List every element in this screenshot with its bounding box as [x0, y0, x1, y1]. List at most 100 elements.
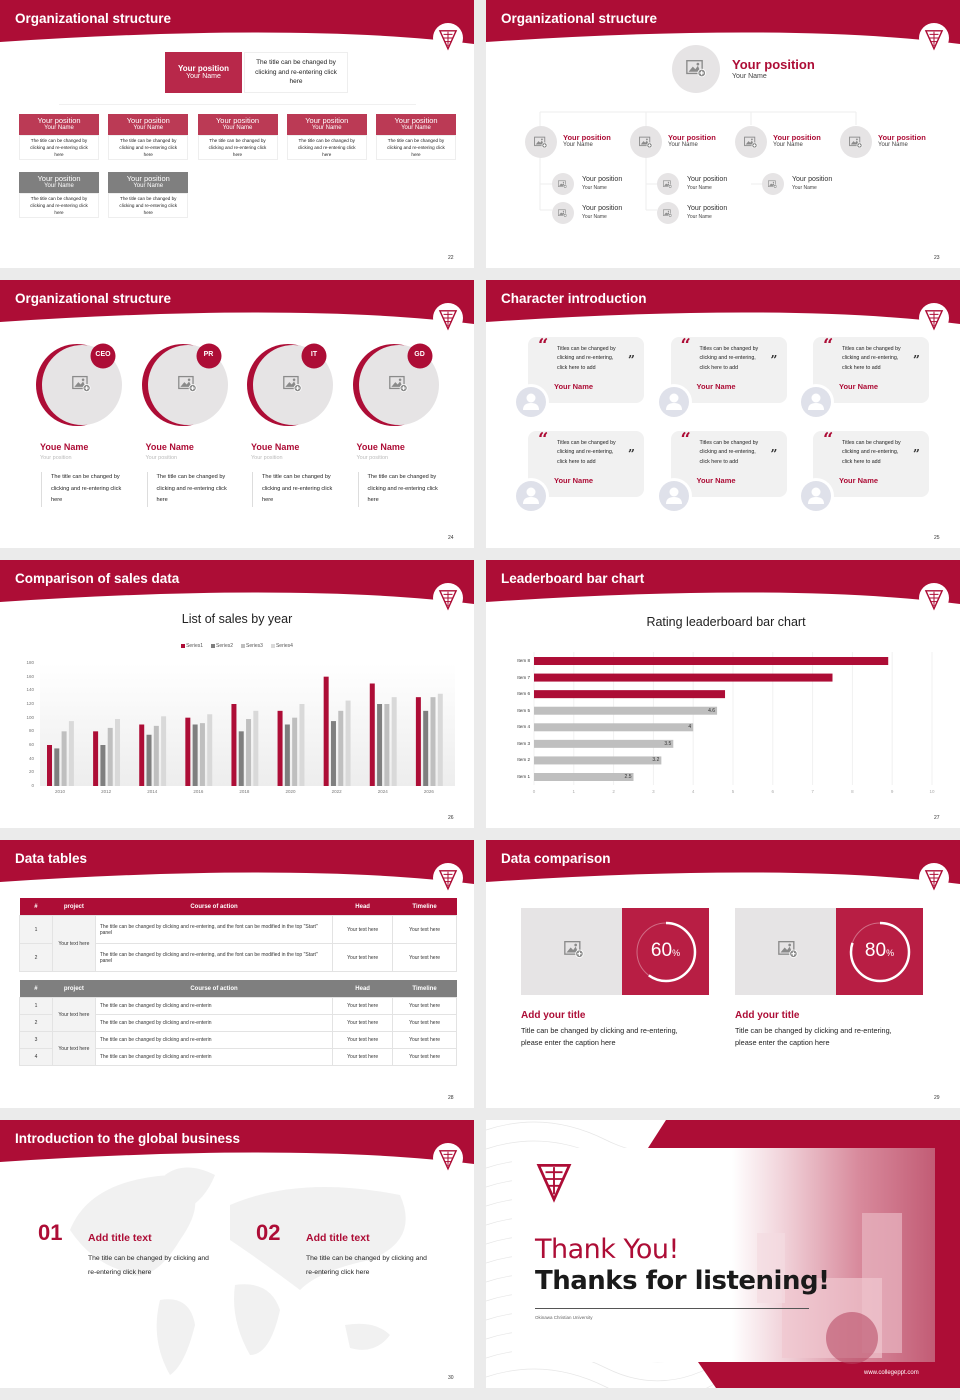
chart-title: Rating leaderboard bar chart	[646, 615, 806, 629]
org-top-desc: The title can be changed by clicking and…	[244, 52, 348, 93]
x-tick-label: 10	[929, 789, 935, 794]
quote-open-icon: “	[680, 335, 691, 356]
table-row: 4 The title can be changed by clicking an…	[19, 1048, 457, 1066]
level2-name: Your Name	[582, 214, 607, 220]
item-number: 01	[38, 1220, 63, 1245]
y-tick-label: 120	[26, 701, 34, 706]
slide-title: Organizational structure	[501, 11, 658, 26]
column-header: #	[34, 985, 38, 992]
website-url: www.collegeppt.com	[864, 1370, 919, 1376]
bar-series3-2020	[292, 717, 298, 786]
avatar-icon	[513, 384, 549, 420]
course-cell: The title can be changed by clicking and…	[94, 943, 334, 972]
item-desc: Title can be changed by clicking and re-…	[521, 1026, 678, 1048]
level1-name: Your Name	[668, 142, 698, 148]
university-logo-shield	[438, 310, 458, 331]
org-box-header: Your position Your Name	[286, 114, 367, 135]
x-tick-label: 3	[652, 789, 655, 794]
member-name: Youe Name	[145, 442, 194, 452]
header-band	[0, 0, 474, 44]
y-tick-label: 100	[26, 714, 34, 720]
university-logo-shield	[438, 590, 458, 611]
position-label: Your position	[394, 115, 438, 125]
quote-text: Titles can be changed by clicking and re…	[699, 346, 759, 371]
slide-title: Organizational structure	[15, 11, 172, 26]
level1-position: Your position	[773, 133, 821, 142]
position-label: Your position	[305, 115, 349, 125]
author-name: Your Name	[839, 382, 879, 391]
bar-series1-2020	[277, 710, 283, 786]
percent-label: 60%	[622, 940, 709, 962]
bar-item-6	[534, 690, 726, 699]
university-logo-shield	[924, 590, 944, 611]
bar-series1-2010	[47, 745, 52, 786]
slide-title: Data comparison	[501, 851, 611, 866]
head-cell: Your text here	[332, 1014, 394, 1032]
university-logo	[919, 863, 949, 893]
x-tick-label: 8	[851, 789, 854, 794]
level2-position: Your position	[687, 205, 728, 212]
legend-swatch	[270, 644, 275, 648]
tree	[826, 1312, 878, 1364]
avatar-icon	[513, 478, 549, 514]
category-label: Item 5	[517, 707, 530, 713]
level2-name: Your Name	[687, 214, 712, 220]
bar-item-4	[534, 723, 694, 732]
quote-open-icon: “	[538, 335, 549, 356]
position-label: Your position	[126, 115, 170, 125]
bar-series1-2024	[369, 683, 375, 786]
chart-legend: Series1 Series2 Series3 Series4	[0, 643, 474, 649]
head-cell: Your text here	[332, 915, 394, 944]
bar-item-5	[534, 706, 718, 715]
image-placeholder-icon	[663, 180, 673, 188]
member-desc: The title can be changed by clicking and…	[146, 472, 237, 508]
org-box-desc: The title can be changed by clicking and…	[108, 193, 189, 218]
page-number: 22	[448, 255, 454, 261]
page-number: 23	[934, 255, 940, 261]
slide-thank-you: Thank You! Thanks for listening! Okinawa C…	[486, 1120, 960, 1388]
continent-shape	[230, 1187, 406, 1290]
world-map-background	[70, 1167, 406, 1375]
role-badge-label: CEO	[95, 351, 111, 358]
position-label: Your position	[126, 173, 170, 183]
bar-series3-2016	[199, 723, 205, 786]
image-placeholder-icon	[686, 60, 706, 78]
member-name: Youe Name	[40, 442, 89, 452]
category-label: Item 7	[517, 674, 530, 680]
data-table: # project Course of action Head Timeline 1 You…	[19, 898, 457, 972]
column-header: Head	[355, 903, 370, 910]
thank-you-heading: Thank You!	[535, 1234, 679, 1265]
quote-close-icon: ”	[628, 447, 635, 461]
member-position: Your position	[356, 455, 389, 461]
table-row: 2 The title can be changed by clicking an…	[19, 1014, 457, 1032]
org-top-box: Your position Your Name	[165, 52, 242, 93]
head-cell: Your text here	[332, 1048, 394, 1066]
role-badge	[90, 343, 116, 369]
header-band	[0, 1120, 474, 1164]
level1-name: Your Name	[563, 142, 593, 148]
level2-position: Your position	[582, 176, 623, 183]
quote-text: Titles can be changed by clicking and re…	[557, 346, 616, 371]
data-label: 3.2	[652, 757, 660, 764]
quote-open-icon: “	[823, 429, 834, 450]
quote-close-icon: ”	[770, 447, 778, 461]
author-name: Your Name	[554, 476, 594, 485]
continent-shape	[345, 1323, 390, 1350]
university-logo-shield	[924, 30, 944, 51]
column-header: project	[63, 903, 84, 910]
bar-series2-2012	[100, 745, 106, 786]
x-tick-label: 2018	[239, 789, 250, 794]
quote-text: Titles can be changed by clicking and re…	[699, 440, 759, 465]
header-band	[486, 560, 960, 604]
thank-you-card: Thank You! Thanks for listening! Okinawa C…	[512, 1148, 935, 1364]
page-number: 28	[448, 1095, 454, 1101]
category-label: Item 1	[517, 774, 530, 779]
category-label: Item 2	[517, 757, 530, 763]
percent-label: 80%	[836, 940, 923, 962]
data-label: 4.6	[708, 707, 716, 714]
progress-arc	[849, 921, 911, 983]
legend-label: Series1	[186, 643, 204, 649]
avatar-icon	[655, 384, 692, 420]
bar-series4-2016	[207, 714, 213, 786]
university-logo	[919, 23, 949, 53]
